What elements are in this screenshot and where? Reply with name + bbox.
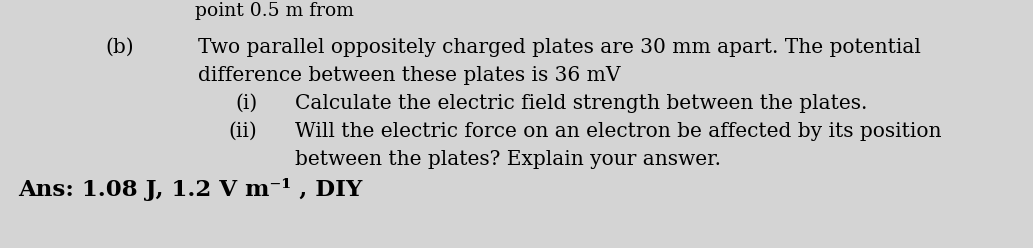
Text: Calculate the electric field strength between the plates.: Calculate the electric field strength be… [295,94,868,113]
Text: difference between these plates is 36 mV: difference between these plates is 36 mV [198,66,621,85]
Text: Will the electric force on an electron be affected by its position: Will the electric force on an electron b… [295,122,941,141]
Text: (b): (b) [105,38,133,57]
Text: (ii): (ii) [228,122,257,141]
Text: between the plates? Explain your answer.: between the plates? Explain your answer. [295,150,721,169]
Text: Ans: 1.08 J, 1.2 V m⁻¹ , DIY: Ans: 1.08 J, 1.2 V m⁻¹ , DIY [18,178,363,201]
Text: Two parallel oppositely charged plates are 30 mm apart. The potential: Two parallel oppositely charged plates a… [198,38,920,57]
Text: (i): (i) [234,94,257,113]
Text: point 0.5 m from: point 0.5 m from [195,2,354,20]
